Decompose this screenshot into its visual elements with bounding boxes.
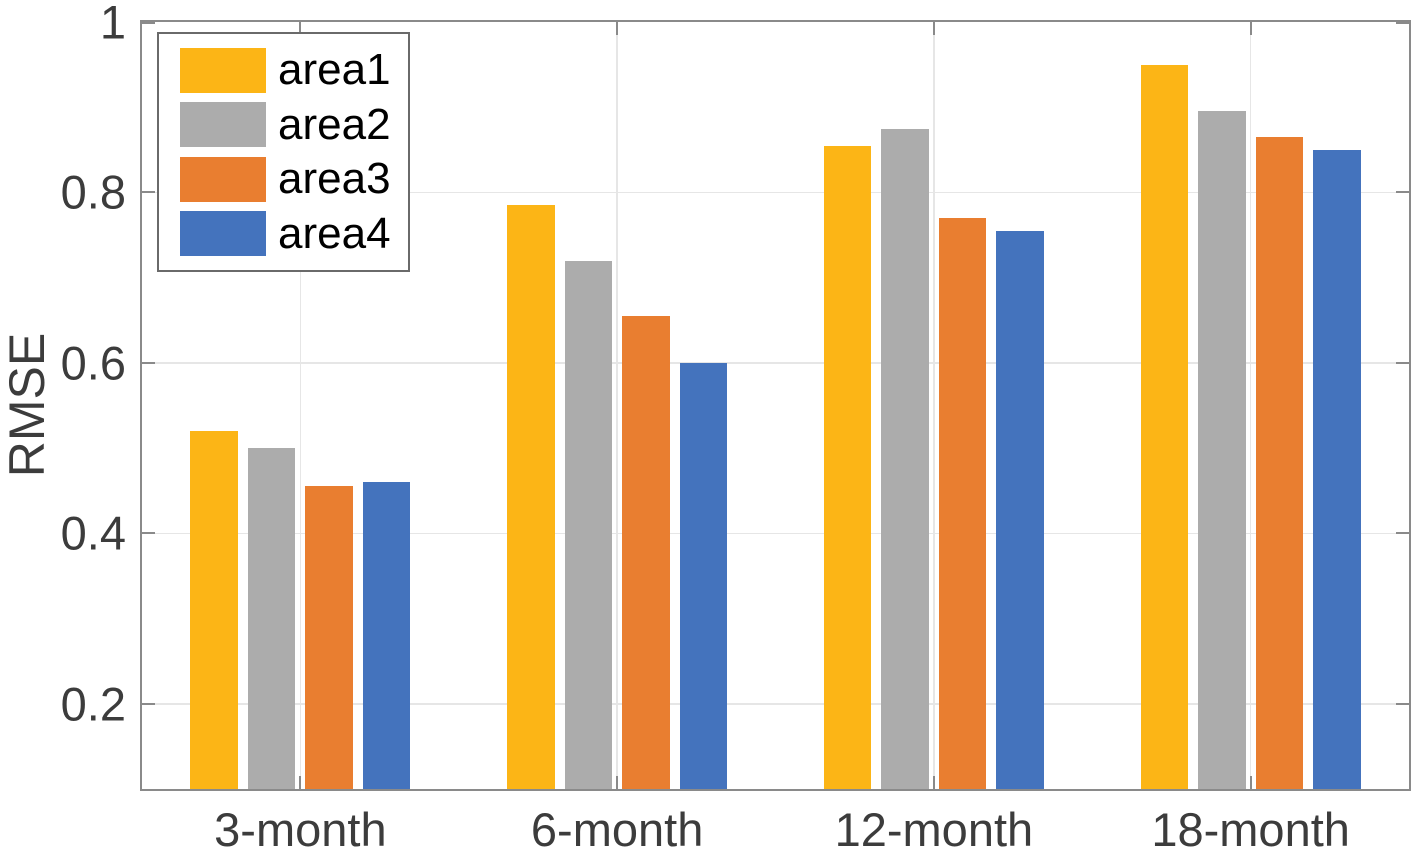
tick-mark-y-right-0.8 [1396, 191, 1409, 194]
bar-area1-6-month [507, 205, 555, 789]
tick-mark-x-top-18-month [1249, 22, 1252, 35]
xtick-label-6-month: 6-month [530, 803, 704, 856]
tick-mark-y-left-0.6 [142, 361, 155, 364]
legend-label-area1: area1 [278, 45, 391, 95]
plot-area [140, 20, 1411, 791]
tick-mark-x-top-3-month [299, 22, 302, 35]
gridline-x-12-month [933, 22, 935, 789]
xtick-label-12-month: 12-month [834, 803, 1034, 856]
tick-mark-y-right-0.6 [1396, 361, 1409, 364]
bar-area4-12-month [996, 230, 1044, 789]
gridline-y-0.8 [142, 191, 1409, 194]
bar-area1-12-month [823, 145, 872, 789]
ytick-label-0.4: 0.4 [60, 506, 126, 560]
legend-swatch-area1 [180, 47, 266, 93]
bar-area3-3-month [305, 486, 353, 789]
legend: area1 area2 area3 area4 [157, 32, 410, 272]
tick-mark-x-top-6-month [616, 22, 619, 35]
bar-area4-18-month [1313, 149, 1361, 789]
legend-item-area1: area1 [159, 45, 408, 95]
bar-area2-12-month [881, 128, 929, 789]
bar-area1-3-month [190, 431, 238, 789]
tick-mark-x-top-12-month [932, 22, 935, 35]
tick-mark-y-left-1 [142, 22, 155, 24]
tick-mark-y-left-0.4 [142, 532, 155, 535]
bar-area4-6-month [679, 362, 728, 789]
gridline-x-18-month [1249, 22, 1252, 789]
legend-label-area3: area3 [278, 154, 391, 204]
gridline-y-0.6 [142, 362, 1409, 364]
legend-label-area4: area4 [278, 208, 391, 258]
xtick-label-3-month: 3-month [214, 803, 387, 856]
legend-swatch-area2 [180, 102, 266, 148]
legend-item-area4: area4 [159, 208, 408, 258]
bar-area1-18-month [1140, 64, 1189, 789]
xtick-label-18-month: 18-month [1151, 803, 1350, 856]
ytick-label-1: 1 [99, 0, 126, 49]
ytick-label-0.6: 0.6 [60, 336, 126, 390]
legend-label-area2: area2 [278, 99, 391, 149]
tick-mark-y-left-0.2 [142, 702, 155, 705]
tick-mark-x-bottom-12-month [932, 776, 935, 789]
bar-area3-6-month [622, 316, 670, 789]
tick-mark-y-left-0.8 [142, 191, 155, 194]
tick-mark-y-right-1 [1396, 22, 1409, 24]
tick-mark-x-bottom-3-month [299, 776, 302, 789]
bar-area3-18-month [1255, 137, 1304, 789]
gridline-x-3-month [299, 22, 302, 789]
bar-area4-3-month [362, 482, 411, 789]
ytick-label-0.2: 0.2 [60, 677, 126, 731]
tick-mark-x-bottom-18-month [1249, 776, 1252, 789]
tick-mark-x-bottom-6-month [616, 776, 619, 789]
gridline-x-6-month [616, 22, 618, 789]
bar-area3-12-month [938, 218, 987, 789]
bar-area2-18-month [1198, 111, 1246, 789]
legend-swatch-area3 [180, 156, 266, 202]
legend-item-area2: area2 [159, 99, 408, 149]
legend-item-area3: area3 [159, 154, 408, 204]
legend-swatch-area4 [180, 211, 266, 257]
gridline-y-0.4 [142, 532, 1409, 535]
bar-area2-3-month [247, 448, 296, 789]
gridline-y-0.2 [142, 703, 1409, 705]
tick-mark-y-right-0.2 [1396, 702, 1409, 705]
bar-area2-6-month [564, 260, 613, 789]
tick-mark-y-right-0.4 [1396, 532, 1409, 535]
ytick-label-0.8: 0.8 [60, 165, 126, 219]
